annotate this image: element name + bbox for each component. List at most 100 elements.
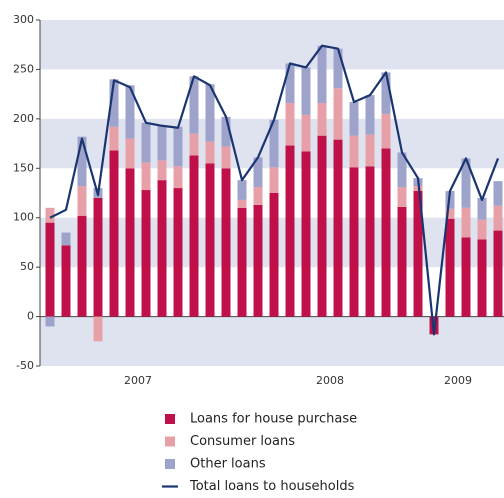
bar	[493, 230, 503, 317]
bar	[477, 219, 487, 240]
bar	[221, 168, 231, 317]
bar	[93, 316, 103, 342]
bar	[45, 316, 55, 327]
bar	[221, 146, 231, 169]
bar	[269, 193, 279, 317]
bar	[461, 158, 471, 208]
bar	[461, 237, 471, 317]
bar	[317, 103, 327, 136]
legend-label: Total loans to households	[189, 479, 355, 494]
y-tick-label: 150	[13, 161, 34, 174]
bar	[141, 122, 151, 163]
bar	[397, 206, 407, 317]
bar	[93, 197, 103, 317]
bar	[493, 205, 503, 231]
bar	[381, 148, 391, 317]
bar	[237, 207, 247, 317]
bar	[61, 232, 71, 246]
bar	[285, 63, 295, 104]
bar	[317, 45, 327, 104]
bar	[141, 162, 151, 191]
bar	[77, 215, 87, 317]
bar	[253, 157, 263, 188]
bar	[317, 135, 327, 317]
bar	[109, 126, 119, 151]
x-tick-label: 2007	[124, 374, 152, 387]
bar	[173, 188, 183, 317]
bar	[189, 155, 199, 317]
legend-swatch	[165, 459, 175, 469]
bar	[269, 119, 279, 168]
bar	[253, 187, 263, 205]
bar	[493, 181, 503, 206]
bar	[77, 186, 87, 216]
bar	[285, 103, 295, 146]
bar	[301, 114, 311, 152]
y-tick-label: 100	[13, 211, 34, 224]
bar	[173, 166, 183, 189]
bar	[285, 145, 295, 317]
bar	[333, 88, 343, 140]
bar	[445, 218, 455, 317]
bar	[157, 180, 167, 317]
bar	[381, 72, 391, 114]
bar	[381, 113, 391, 149]
legend-label: Consumer loans	[190, 434, 295, 449]
bar	[349, 135, 359, 168]
bar	[445, 208, 455, 219]
grid-band	[40, 20, 504, 70]
bar	[205, 84, 215, 142]
bar	[45, 207, 55, 223]
bar	[349, 167, 359, 317]
y-tick-label: 50	[20, 260, 34, 273]
y-tick-label: 200	[13, 112, 34, 125]
bar	[157, 160, 167, 181]
y-tick-label: 300	[13, 13, 34, 26]
bar	[141, 190, 151, 317]
legend-label: Loans for house purchase	[190, 412, 357, 427]
y-tick-label: 250	[13, 62, 34, 75]
legend-label: Other loans	[190, 457, 266, 472]
bar	[253, 204, 263, 317]
bar	[237, 180, 247, 200]
x-tick-label: 2008	[316, 374, 344, 387]
bar	[237, 199, 247, 208]
line-series	[49, 44, 500, 336]
legend-swatch	[165, 436, 175, 447]
bar	[397, 187, 407, 207]
bar	[365, 95, 375, 135]
bar	[269, 167, 279, 193]
bar	[477, 239, 487, 317]
y-tick-label: 0	[27, 310, 34, 323]
bar	[477, 197, 487, 220]
grid-band	[40, 316, 504, 366]
bar	[77, 136, 87, 187]
bar	[461, 207, 471, 238]
bar	[397, 152, 407, 188]
bar	[109, 79, 119, 127]
bar	[333, 139, 343, 317]
bar	[221, 116, 231, 147]
bar	[61, 245, 71, 317]
bar	[189, 76, 199, 134]
bar	[125, 138, 135, 169]
bar	[205, 163, 215, 317]
bar	[333, 48, 343, 89]
bar	[125, 168, 135, 317]
x-tick-label: 2009	[444, 374, 472, 387]
bar	[45, 222, 55, 317]
bar	[109, 150, 119, 317]
bar	[189, 133, 199, 156]
y-tick-label: -50	[16, 359, 34, 372]
legend-swatch	[165, 414, 175, 424]
bar	[125, 85, 135, 139]
bar	[365, 166, 375, 317]
bar	[173, 126, 183, 167]
bar	[349, 102, 359, 136]
bar	[157, 125, 167, 161]
bar	[365, 134, 375, 167]
bar	[301, 151, 311, 317]
bar	[205, 141, 215, 164]
bar	[301, 67, 311, 115]
